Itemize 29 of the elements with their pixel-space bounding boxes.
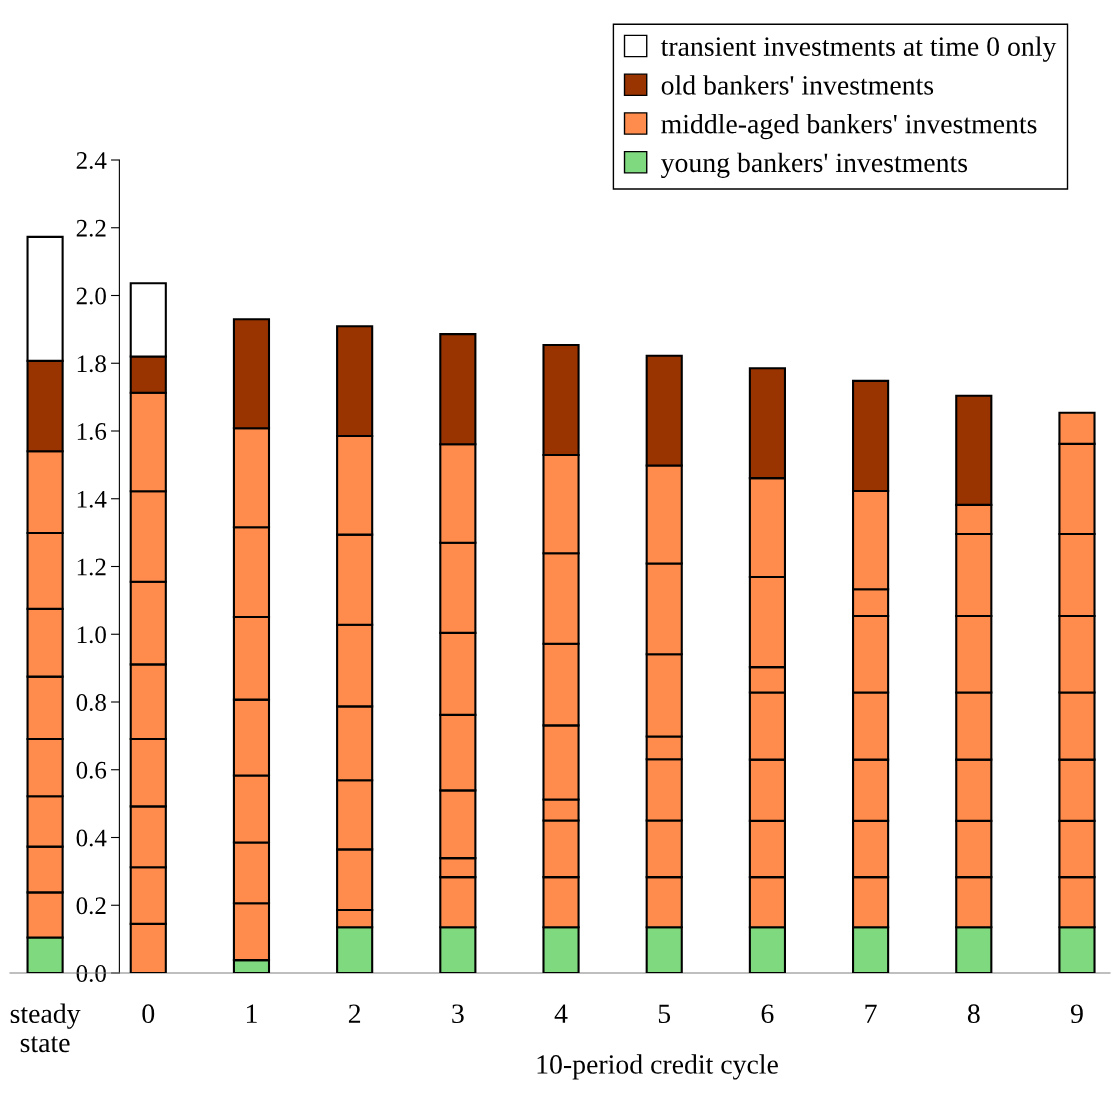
y-tick-label: 1.2: [77, 558, 106, 576]
x-tick-label: 8: [967, 1004, 980, 1024]
y-tick-label: 0.2: [76, 897, 106, 915]
y-tick-label: 2.0: [76, 287, 106, 305]
y-tick-label: 2.2: [76, 219, 106, 237]
legend-label: transient investments at time 0 only: [660, 36, 1057, 62]
x-tick-label: 9: [1070, 1004, 1083, 1024]
x-tick-label: 4: [554, 1004, 568, 1023]
x-tick-label: 5: [658, 1004, 671, 1024]
y-tick-label: 0.8: [76, 694, 106, 712]
y-tick-label: 0.0: [76, 965, 106, 983]
x-axis-title: 10-period credit cycle: [537, 1054, 778, 1080]
x-tick-label: 2: [348, 1004, 361, 1023]
y-tick-label: 1.0: [77, 626, 106, 644]
x-tick-label: 7: [865, 1004, 877, 1023]
y-tick-label: 1.4: [77, 490, 107, 508]
legend-label: young bankers' investments: [660, 152, 968, 178]
x-tick-label: 3: [452, 1004, 464, 1024]
legend-label: middle-aged bankers' investments: [661, 113, 1037, 140]
y-tick-label: 1.6: [77, 423, 107, 441]
y-tick-label: 2.4: [76, 152, 107, 170]
y-tick-label: 0.6: [76, 761, 107, 779]
y-tick-label: 1.8: [77, 355, 106, 373]
x-tick-label: 0: [142, 1004, 155, 1024]
x-tick-label: steady state: [10, 1003, 81, 1053]
legend-label: old bankers' investments: [661, 75, 934, 95]
y-tick-label: 0.4: [76, 829, 107, 847]
x-tick-label: 1: [246, 1004, 257, 1023]
x-tick-label: 6: [761, 1004, 774, 1024]
